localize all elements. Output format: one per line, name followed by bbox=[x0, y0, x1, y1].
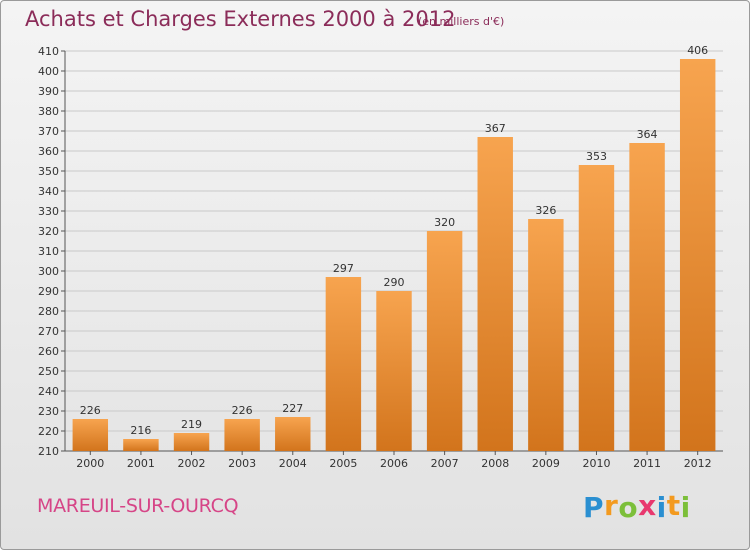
y-tick-label: 410 bbox=[38, 45, 59, 58]
bar-2001 bbox=[123, 439, 159, 451]
commune-name: MAREUIL-SUR-OURCQ bbox=[37, 495, 239, 517]
x-tick-label: 2006 bbox=[380, 457, 408, 470]
proxiti-logo: Proxiti bbox=[583, 489, 691, 524]
y-tick-label: 210 bbox=[38, 445, 59, 458]
data-label: 364 bbox=[637, 128, 658, 141]
y-tick-labels: 210 220 230 240 250 260 270 280 290 300 310 320 330 3… bbox=[38, 45, 65, 458]
bar-2009 bbox=[528, 219, 564, 451]
data-label: 406 bbox=[687, 44, 708, 57]
x-tick-label: 2002 bbox=[178, 457, 206, 470]
x-tick-label: 2000 bbox=[76, 457, 104, 470]
y-tick-label: 320 bbox=[38, 225, 59, 238]
data-label: 297 bbox=[333, 262, 354, 275]
x-tick-label: 2010 bbox=[582, 457, 610, 470]
bar-2005 bbox=[325, 277, 362, 451]
y-tick-label: 300 bbox=[38, 265, 59, 278]
bar-2007 bbox=[426, 231, 463, 451]
data-labels: 226 216 219 226 227 297 290 320 367 326 353 364 406 bbox=[80, 44, 708, 437]
bar-2004 bbox=[275, 417, 311, 451]
logo-letter: P bbox=[583, 491, 605, 524]
y-tick-label: 380 bbox=[38, 105, 59, 118]
y-tick-label: 310 bbox=[38, 245, 59, 258]
logo-letter: x bbox=[638, 489, 657, 522]
x-tick-label: 2009 bbox=[532, 457, 560, 470]
y-tick-label: 270 bbox=[38, 325, 59, 338]
y-tick-label: 360 bbox=[38, 145, 59, 158]
bar-2012 bbox=[679, 59, 716, 451]
y-tick-label: 220 bbox=[38, 425, 59, 438]
bar-2011 bbox=[629, 143, 665, 451]
data-label: 216 bbox=[130, 424, 151, 437]
logo-letter: i bbox=[680, 491, 691, 524]
data-label: 320 bbox=[434, 216, 455, 229]
y-tick-label: 330 bbox=[38, 205, 59, 218]
y-tick-label: 230 bbox=[38, 405, 59, 418]
bar-2000 bbox=[72, 419, 109, 451]
bar-2006 bbox=[376, 291, 412, 451]
logo-letter: i bbox=[656, 491, 667, 524]
x-tick-label: 2004 bbox=[279, 457, 307, 470]
y-tick-label: 390 bbox=[38, 85, 59, 98]
x-tick-label: 2011 bbox=[633, 457, 661, 470]
data-label: 326 bbox=[535, 204, 556, 217]
data-label: 227 bbox=[282, 402, 303, 415]
x-tick-label: 2003 bbox=[228, 457, 256, 470]
y-tick-label: 340 bbox=[38, 185, 59, 198]
bar-2003 bbox=[224, 419, 260, 451]
y-tick-label: 260 bbox=[38, 345, 59, 358]
logo-letter: t bbox=[666, 489, 681, 522]
data-label: 367 bbox=[485, 122, 506, 135]
x-tick-labels: 2000 2001 2002 2003 2004 2005 2006 2007 2008 2009… bbox=[76, 451, 712, 470]
data-label: 290 bbox=[384, 276, 405, 289]
y-tick-label: 280 bbox=[38, 305, 59, 318]
data-label: 353 bbox=[586, 150, 607, 163]
logo-letter: r bbox=[604, 489, 619, 522]
bar-2010 bbox=[578, 165, 615, 451]
x-tick-label: 2012 bbox=[684, 457, 712, 470]
y-tick-label: 290 bbox=[38, 285, 59, 298]
bar-2002 bbox=[173, 433, 210, 451]
x-tick-label: 2005 bbox=[329, 457, 357, 470]
x-tick-label: 2001 bbox=[127, 457, 155, 470]
data-label: 226 bbox=[80, 404, 101, 417]
x-tick-label: 2007 bbox=[431, 457, 459, 470]
bar-2008 bbox=[477, 137, 513, 451]
logo-letter: o bbox=[618, 491, 639, 524]
chart-unit: (en milliers d'€) bbox=[418, 15, 505, 28]
y-tick-label: 370 bbox=[38, 125, 59, 138]
y-tick-label: 350 bbox=[38, 165, 59, 178]
y-tick-label: 250 bbox=[38, 365, 59, 378]
x-tick-label: 2008 bbox=[481, 457, 509, 470]
bars bbox=[72, 59, 716, 451]
chart-title: Achats et Charges Externes 2000 à 2012 bbox=[25, 7, 456, 31]
data-label: 226 bbox=[232, 404, 253, 417]
data-label: 219 bbox=[181, 418, 202, 431]
y-tick-label: 240 bbox=[38, 385, 59, 398]
y-tick-label: 400 bbox=[38, 65, 59, 78]
